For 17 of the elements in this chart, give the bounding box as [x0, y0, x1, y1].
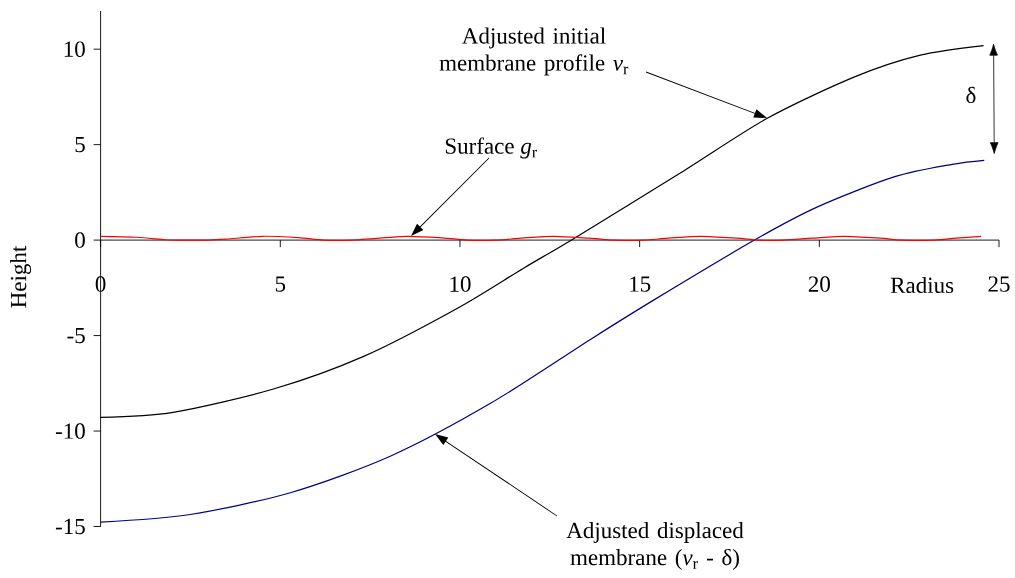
- y-tick-label: 10: [64, 41, 85, 57]
- y-tick-label: 0: [75, 232, 85, 248]
- x-tick-label: 15: [630, 276, 651, 292]
- x-tick-label: 5: [275, 276, 286, 292]
- x-tick-label: 20: [808, 276, 830, 292]
- x-axis-title: Radius: [890, 276, 954, 294]
- y-axis-title: Height: [10, 245, 32, 308]
- y-tick-label: -15: [55, 518, 85, 535]
- x-tick-label: 25: [988, 276, 1010, 292]
- annotation: δ: [966, 86, 976, 104]
- annotation: Adjusted initial membrane profile v$_{r}$: [439, 27, 629, 76]
- x-tick-label: 10: [450, 276, 471, 292]
- y-tick-label: -10: [55, 423, 85, 439]
- y-tick-label: 5: [75, 137, 85, 153]
- y-tick-label: -5: [67, 327, 85, 344]
- annotation: Surface g$_{r}$: [445, 137, 538, 159]
- annotation: Adjusted displaced membrane (v$_{r}$ - δ): [566, 522, 744, 570]
